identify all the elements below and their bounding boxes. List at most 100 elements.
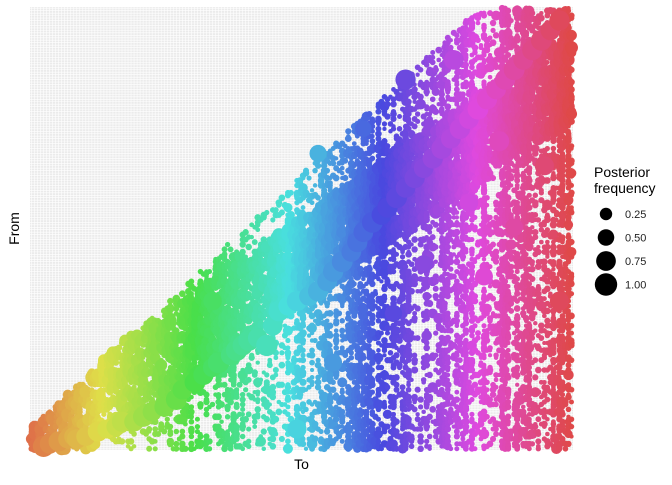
data-point <box>246 444 251 449</box>
data-point <box>285 394 291 400</box>
data-point <box>273 367 279 373</box>
data-point <box>170 317 177 324</box>
data-point <box>415 387 421 393</box>
data-point <box>426 224 432 230</box>
data-point <box>391 412 396 417</box>
data-point <box>397 114 402 119</box>
data-point <box>243 255 248 260</box>
data-point <box>285 439 291 445</box>
data-point <box>218 401 225 408</box>
data-point <box>340 345 345 350</box>
data-point <box>424 340 430 346</box>
data-point <box>179 429 185 435</box>
data-point <box>417 396 423 402</box>
data-point <box>132 444 136 448</box>
data-point <box>367 264 372 269</box>
data-point <box>301 183 305 187</box>
data-point <box>421 410 425 414</box>
data-point <box>309 323 315 329</box>
data-point <box>370 368 375 373</box>
data-point <box>379 279 383 283</box>
data-point <box>367 343 371 347</box>
data-point <box>340 388 344 392</box>
data-point <box>367 259 372 264</box>
data-point <box>285 404 290 409</box>
data-point <box>294 318 300 324</box>
data-point <box>113 360 119 366</box>
data-point <box>334 156 338 160</box>
data-point <box>376 439 381 444</box>
data-point <box>411 394 417 400</box>
data-point <box>417 446 424 453</box>
data-point <box>333 318 339 324</box>
data-point <box>173 441 179 447</box>
data-point <box>340 166 345 171</box>
data-point <box>243 229 249 235</box>
data-point <box>370 409 375 414</box>
data-point <box>382 127 386 131</box>
data-point <box>258 378 263 383</box>
data-point <box>327 180 332 185</box>
data-point <box>264 379 270 385</box>
data-point <box>366 111 372 117</box>
data-point <box>400 384 406 390</box>
data-point <box>243 387 248 392</box>
data-point <box>376 417 381 422</box>
data-point <box>306 175 311 180</box>
data-point <box>152 426 158 432</box>
data-point <box>340 171 344 175</box>
data-point <box>394 252 399 257</box>
data-point <box>328 434 333 439</box>
data-point <box>216 392 221 397</box>
data-point <box>412 353 417 358</box>
data-point <box>240 368 245 373</box>
data-point <box>188 426 195 433</box>
data-point <box>428 294 432 298</box>
data-point <box>285 338 290 343</box>
data-point <box>405 99 411 105</box>
data-point <box>159 358 164 363</box>
data-point <box>301 205 306 210</box>
data-point <box>352 141 357 146</box>
data-point <box>149 397 155 403</box>
data-point <box>315 195 321 201</box>
data-point <box>300 348 306 354</box>
data-point <box>275 408 282 415</box>
data-point <box>246 427 251 432</box>
data-point <box>246 362 252 368</box>
data-point <box>384 113 390 119</box>
data-point <box>333 345 339 351</box>
data-point <box>255 406 262 413</box>
data-point <box>382 121 387 126</box>
data-point <box>310 188 314 192</box>
data-point <box>382 353 386 357</box>
data-point <box>382 294 387 299</box>
data-point <box>342 158 348 164</box>
data-point <box>283 444 293 454</box>
data-point <box>279 194 286 201</box>
data-point <box>207 269 212 274</box>
data-point <box>415 99 426 110</box>
data-point <box>361 353 366 358</box>
data-point <box>273 373 278 378</box>
data-point <box>319 429 324 434</box>
data-point <box>369 377 375 383</box>
data-point <box>255 397 260 402</box>
data-point <box>349 277 354 282</box>
data-point <box>268 402 272 406</box>
data-point <box>225 242 230 247</box>
data-point <box>246 291 251 296</box>
data-point <box>405 416 412 423</box>
data-point <box>427 372 433 378</box>
data-point <box>234 424 240 430</box>
data-point <box>411 236 418 243</box>
data-point <box>312 436 319 443</box>
data-point <box>167 438 174 445</box>
data-point <box>382 400 387 405</box>
data-point <box>391 109 396 114</box>
data-point <box>162 370 167 375</box>
data-point <box>312 168 318 174</box>
data-point <box>279 436 285 442</box>
data-point <box>300 401 306 407</box>
